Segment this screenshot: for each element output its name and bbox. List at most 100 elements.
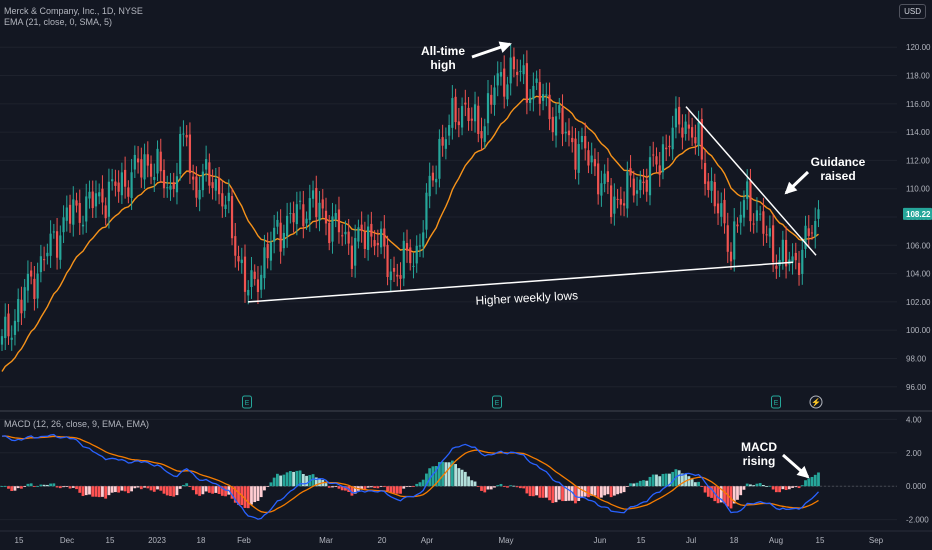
price-axis[interactable]: 96.0098.00100.00102.00104.00106.00108.00… — [903, 43, 932, 392]
macd-histogram-bar — [703, 486, 707, 493]
macd-histogram-bar — [742, 486, 746, 490]
candle — [341, 224, 344, 246]
candle-body — [91, 191, 94, 209]
time-tick-label: Sep — [869, 536, 884, 545]
candle — [331, 202, 334, 254]
candle-body — [389, 271, 392, 281]
time-axis[interactable]: 15 Dec 15 2023 18 Feb Mar 20 Apr May Jun 15 Jul 18 Aug… — [0, 530, 932, 545]
candle — [311, 180, 315, 208]
earnings-marker: E — [242, 395, 252, 409]
macd-histogram-bar — [564, 486, 568, 502]
macd-histogram-bar — [616, 486, 619, 495]
candle-body — [337, 209, 341, 233]
macd-histogram-bar — [739, 486, 743, 496]
macd-legend[interactable]: MACD (12, 26, close, 9, EMA, EMA) — [4, 419, 150, 429]
macd-histogram-bar — [438, 462, 441, 487]
macd-axis[interactable]: -2.000 0.000 2.00 4.00 — [906, 415, 929, 524]
macd-histogram-bar — [755, 483, 759, 487]
candle — [295, 191, 298, 236]
macd-histogram-bar — [75, 486, 78, 490]
candle — [584, 122, 587, 161]
macd-histogram-bar — [162, 486, 166, 494]
macd-histogram-bar — [447, 462, 451, 487]
candle-body — [687, 124, 690, 129]
guidance-raised-label: Guidance — [811, 155, 866, 169]
candle-body — [347, 231, 350, 244]
last-price-label: 108.22 — [906, 210, 931, 219]
macd-histogram-bar — [331, 486, 334, 488]
macd-histogram-bar — [758, 483, 762, 487]
candle — [694, 124, 697, 155]
candle — [324, 197, 328, 236]
macd-histogram-bar — [515, 486, 519, 488]
candle — [4, 303, 7, 351]
candle-body — [107, 181, 111, 217]
macd-histogram-bar — [489, 486, 493, 490]
macd-histogram-bar — [638, 480, 642, 487]
candle-body — [253, 271, 256, 279]
candle-body — [729, 251, 733, 262]
candle-body — [541, 94, 545, 101]
candle-body — [62, 217, 65, 233]
ema-legend[interactable]: EMA (21, close, 0, SMA, 5) — [4, 17, 113, 27]
candle — [448, 114, 451, 146]
macd-histogram-bar — [379, 486, 383, 488]
macd-histogram-bar — [159, 486, 163, 491]
candle-body — [23, 287, 26, 311]
macd-histogram-bar — [55, 486, 59, 488]
candle-body — [331, 216, 334, 242]
macd-histogram-bar — [668, 473, 671, 487]
macd-histogram-bar — [774, 486, 778, 493]
macd-histogram-bar — [428, 468, 432, 487]
candle-body — [175, 176, 179, 193]
macd-histogram-bar — [175, 486, 179, 496]
candle-body — [739, 214, 742, 223]
candle-body — [600, 183, 603, 196]
candle-body — [237, 256, 240, 262]
macd-histogram-bar — [817, 472, 820, 487]
macd-histogram-bar — [531, 486, 535, 497]
candle — [227, 179, 230, 214]
macd-histogram-bar — [593, 486, 597, 496]
macd-histogram-bar — [130, 486, 133, 492]
macd-histogram-bar — [23, 486, 27, 488]
earnings-marker-box — [242, 395, 252, 409]
currency-button[interactable]: USD — [899, 4, 926, 19]
symbol-legend[interactable]: Merck & Company, Inc., 1D, NYSE — [4, 6, 143, 16]
candle-body — [674, 108, 678, 128]
macd-histogram-bar — [697, 481, 700, 487]
candle-body — [230, 196, 234, 239]
price-tick-label: 112.00 — [906, 156, 930, 165]
macd-histogram-bar — [0, 486, 4, 488]
candle — [140, 147, 143, 188]
candle-body — [211, 182, 214, 189]
candle-body — [182, 133, 185, 135]
candle-body — [516, 71, 519, 75]
candle-body — [645, 179, 648, 192]
candle — [681, 114, 684, 150]
candle — [545, 82, 548, 107]
macd-histogram-bar — [512, 485, 516, 487]
macd-histogram-bar — [454, 464, 457, 487]
candle-body — [454, 96, 457, 123]
candle-body — [684, 121, 687, 135]
macd-histogram-bar — [473, 481, 477, 487]
earnings-marker-label: E — [245, 400, 250, 407]
candle — [587, 141, 590, 174]
macd-histogram-bar — [541, 486, 545, 498]
candle-body — [775, 265, 778, 269]
macd-histogram-bar — [26, 483, 30, 487]
candle — [431, 165, 435, 187]
macd-histogram-bar — [201, 486, 205, 495]
macd-histogram-bar — [169, 486, 172, 497]
candle — [652, 141, 655, 167]
macd-histogram-bar — [642, 480, 645, 487]
candle — [10, 325, 13, 351]
candle — [337, 196, 341, 244]
candle — [493, 75, 496, 116]
candle — [577, 131, 580, 185]
macd-line — [1, 433, 819, 520]
macd-histogram-bar — [655, 474, 658, 487]
candle — [59, 225, 62, 269]
